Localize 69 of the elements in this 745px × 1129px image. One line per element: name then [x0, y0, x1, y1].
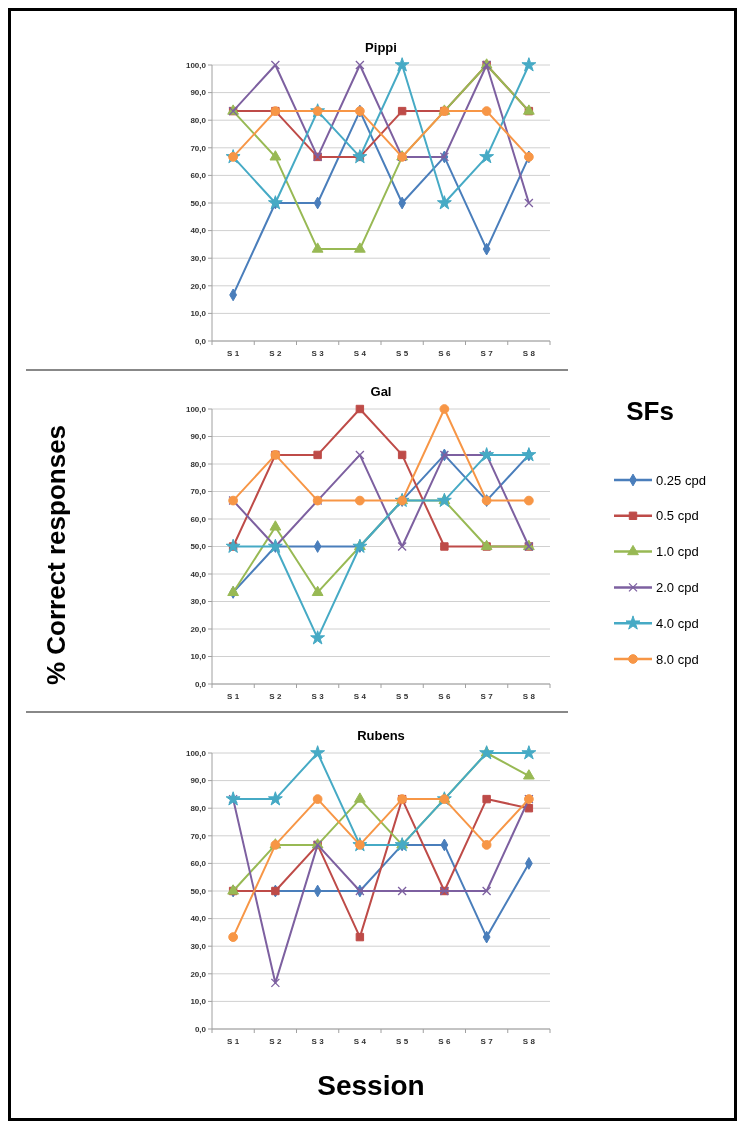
y-tick-label: 80,0 — [190, 804, 207, 813]
legend-label: 1.0 cpd — [656, 544, 699, 560]
x-tick-label: S 8 — [522, 692, 536, 701]
y-tick-label: 90,0 — [190, 432, 207, 442]
y-tick-label: 50,0 — [190, 886, 207, 896]
y-tick-label: 100,0 — [185, 60, 207, 70]
x-tick-label: S 7 — [480, 692, 494, 701]
legend-label: 0.5 cpd — [656, 508, 699, 524]
x-tick-label: S 6 — [438, 692, 451, 701]
x-tick-label: S 1 — [227, 349, 240, 358]
y-tick-label: 30,0 — [190, 597, 207, 607]
y-tick-label: 70,0 — [190, 143, 207, 153]
y-tick-label: 40,0 — [190, 226, 207, 236]
y-tick-label: 10,0 — [190, 309, 207, 319]
y-tick-label: 0,0 — [194, 336, 207, 346]
y-tick-label: 60,0 — [190, 859, 207, 869]
y-tick-label: 20,0 — [190, 624, 207, 634]
x-tick-label: S 2 — [269, 692, 282, 701]
x-tick-label: S 7 — [480, 349, 494, 358]
y-tick-label: 90,0 — [190, 776, 207, 786]
x-tick-label: S 5 — [396, 1037, 409, 1046]
x-tick-label: S 6 — [438, 349, 451, 358]
x-tick-label: S 1 — [227, 1037, 240, 1046]
y-tick-label: 0,0 — [194, 679, 207, 689]
y-axis-title: % Correct responses — [41, 424, 71, 686]
y-tick-label: 100,0 — [185, 404, 207, 414]
y-tick-label: 60,0 — [190, 171, 207, 181]
x-tick-label: S 3 — [311, 1037, 325, 1046]
y-tick-label: 60,0 — [190, 514, 207, 524]
x-tick-label: S 6 — [438, 1037, 451, 1046]
y-tick-label: 50,0 — [190, 542, 207, 552]
y-tick-label: 40,0 — [190, 914, 207, 924]
legend-label: 8.0 cpd — [656, 651, 699, 667]
y-tick-label: 90,0 — [190, 88, 207, 98]
y-tick-label: 100,0 — [185, 748, 207, 758]
x-tick-label: S 7 — [480, 1037, 494, 1046]
chart-title: Rubens — [357, 728, 405, 743]
chart-title: Pippi — [365, 40, 397, 55]
y-tick-label: 10,0 — [190, 997, 207, 1007]
x-tick-label: S 8 — [522, 1037, 536, 1046]
x-tick-label: S 8 — [522, 349, 536, 358]
x-tick-label: S 5 — [396, 349, 409, 358]
y-tick-label: 10,0 — [190, 652, 207, 662]
x-tick-label: S 4 — [353, 692, 367, 701]
y-tick-label: 30,0 — [190, 942, 207, 951]
x-axis-title: Session — [317, 1070, 425, 1101]
legend-label: 2.0 cpd — [656, 579, 699, 595]
legend-title: SFs — [626, 396, 674, 426]
x-tick-label: S 2 — [269, 349, 282, 358]
x-tick-label: S 2 — [269, 1037, 282, 1046]
x-tick-label: S 1 — [227, 692, 240, 701]
y-tick-label: 20,0 — [190, 969, 207, 979]
legend-label: 0.25 cpd — [656, 472, 706, 488]
y-tick-label: 70,0 — [190, 831, 207, 841]
y-tick-label: 0,0 — [194, 1024, 207, 1034]
x-tick-label: S 4 — [353, 349, 367, 358]
y-tick-label: 80,0 — [190, 459, 207, 469]
y-tick-label: 20,0 — [190, 281, 207, 291]
x-tick-label: S 3 — [311, 349, 325, 358]
x-tick-label: S 3 — [311, 692, 325, 701]
y-tick-label: 80,0 — [190, 116, 207, 125]
y-tick-label: 40,0 — [190, 569, 207, 579]
y-tick-label: 50,0 — [190, 198, 207, 208]
legend-label: 4.0 cpd — [656, 615, 699, 631]
chart-title: Gal — [370, 384, 392, 399]
y-tick-label: 70,0 — [190, 487, 207, 497]
x-tick-label: S 4 — [353, 1037, 367, 1046]
y-tick-label: 30,0 — [190, 254, 207, 263]
x-tick-label: S 5 — [396, 692, 409, 701]
